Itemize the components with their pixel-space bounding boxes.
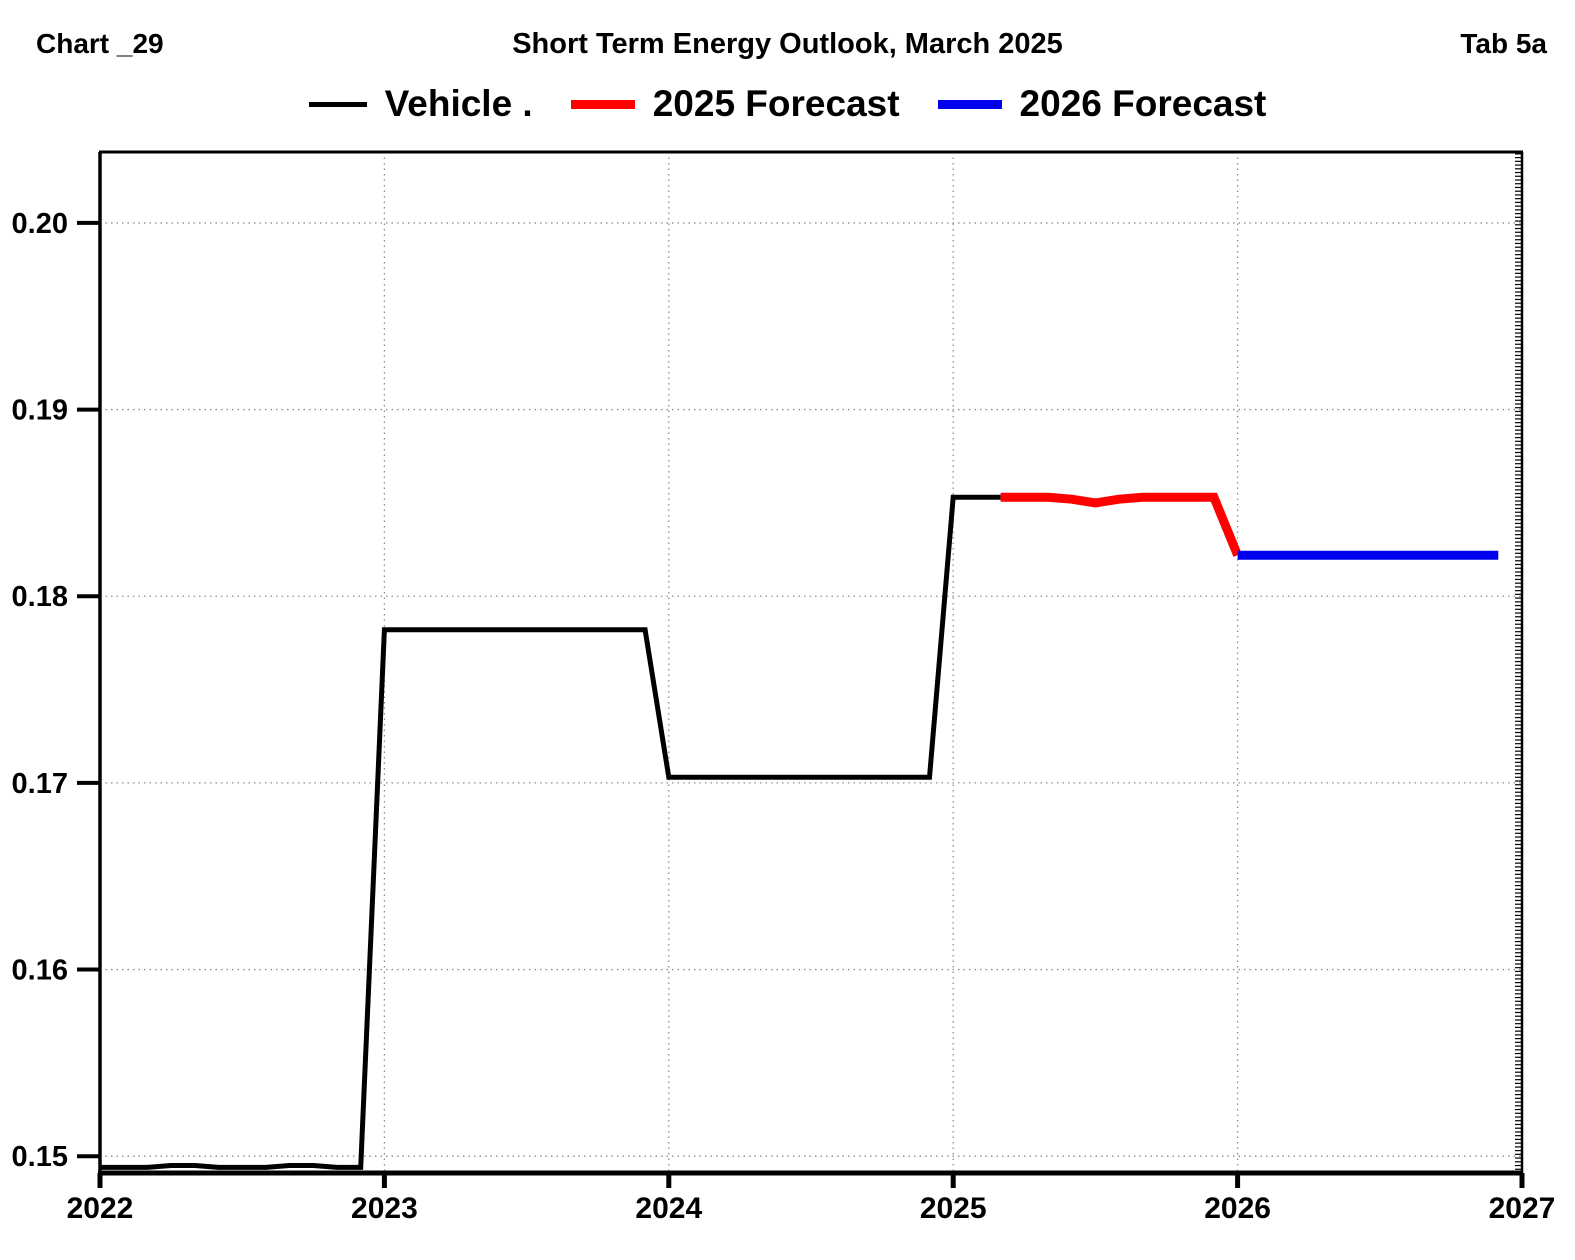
legend-item-2026-forecast: 2026 Forecast <box>937 83 1267 125</box>
y-tick-label: 0.16 <box>12 955 68 987</box>
y-tick-label: 0.15 <box>12 1141 68 1173</box>
legend-label-vehicle: Vehicle . <box>384 83 533 124</box>
legend-item-vehicle: Vehicle . <box>308 83 533 125</box>
series-line-vehicle <box>100 494 1001 1170</box>
legend-swatch-2025-forecast <box>570 99 635 109</box>
y-tick-label: 0.20 <box>12 208 68 240</box>
y-tick-label: 0.19 <box>12 395 68 427</box>
series-line-2025-forecast <box>1000 492 1242 557</box>
x-tick-label: 2027 <box>1489 1192 1556 1225</box>
tab-label: Tab 5a <box>1460 28 1547 59</box>
x-tick-label: 2026 <box>1204 1192 1271 1225</box>
x-tick-label: 2022 <box>67 1192 134 1225</box>
legend-item-2025-forecast: 2025 Forecast <box>570 83 900 125</box>
y-tick-label: 0.18 <box>12 581 68 613</box>
x-tick-label: 2025 <box>920 1192 987 1225</box>
chart-title: Short Term Energy Outlook, March 2025 <box>512 28 1063 60</box>
y-tick-label: 0.17 <box>12 768 68 800</box>
legend-swatch-vehicle <box>308 101 367 107</box>
legend-label-2025-forecast: 2025 Forecast <box>652 83 900 124</box>
chart-id-label: Chart _29 <box>36 28 164 59</box>
legend-label-2026-forecast: 2026 Forecast <box>1019 83 1267 124</box>
legend-swatch-2026-forecast <box>937 99 1002 109</box>
legend: Vehicle . 2025 Forecast 2026 Forecast <box>0 82 1575 126</box>
x-tick-label: 2023 <box>351 1192 418 1225</box>
x-tick-label: 2024 <box>635 1192 702 1225</box>
